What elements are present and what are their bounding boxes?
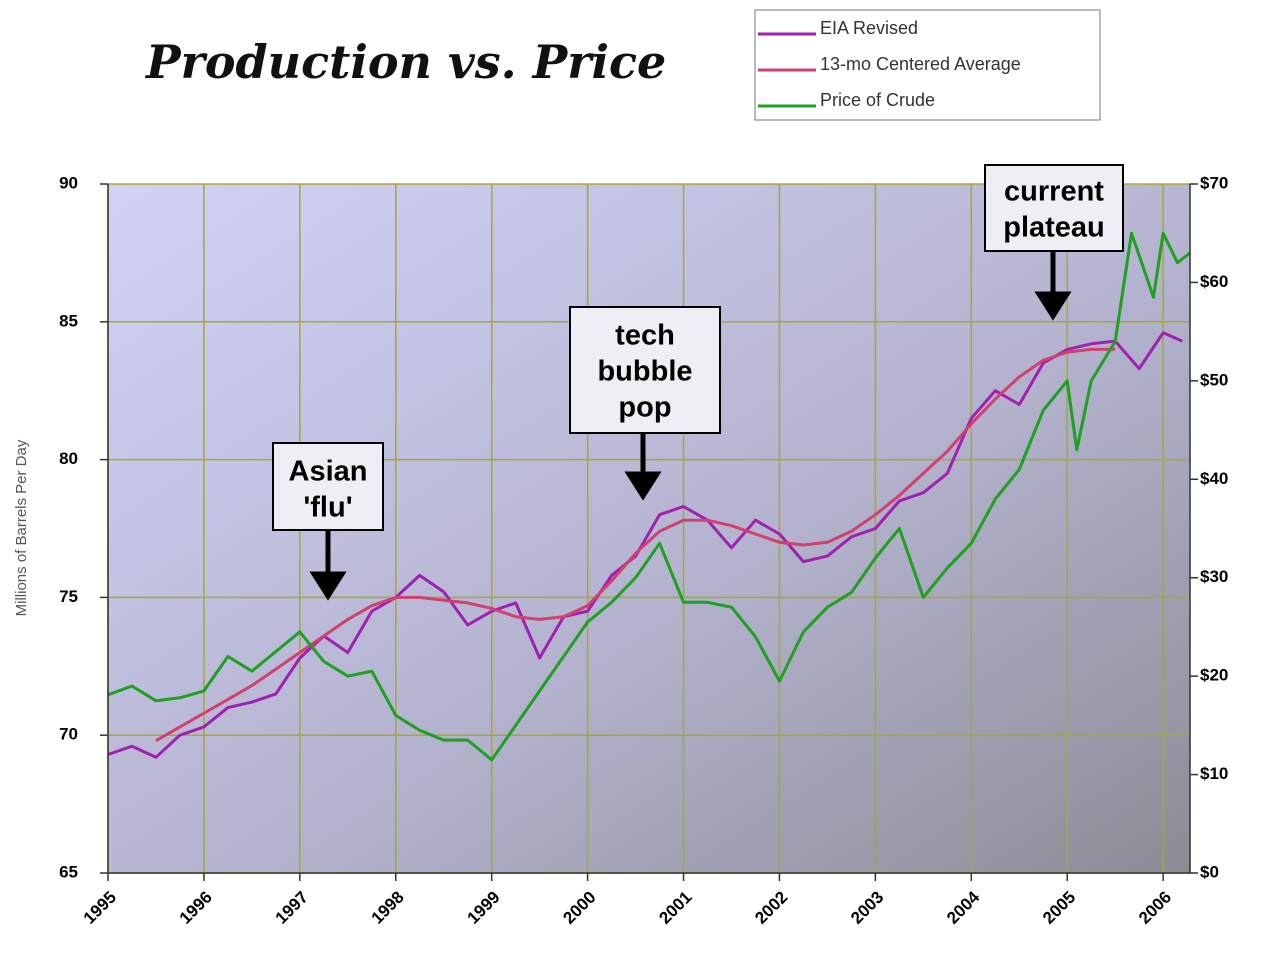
y2-tick-label: $40 [1200,469,1228,488]
y-axis-label: Millions of Barrels Per Day [13,439,30,616]
plot-background [108,184,1190,873]
x-tick-label: 2005 [1039,888,1079,928]
arrow-head [309,571,347,601]
chart-title: Production vs. Price [144,35,666,89]
y2-tick-label: $70 [1200,173,1228,192]
legend-label: 13-mo Centered Average [820,54,1021,74]
annotation-text: tech [615,320,675,352]
y-tick-label: 80 [59,449,78,468]
annotation-text: 'flu' [303,492,352,524]
arrow-head [624,471,662,501]
x-tick-label: 1997 [272,888,312,928]
series-line [107,231,1191,762]
series-line [107,331,1183,759]
y2-tick-label: $60 [1200,272,1228,291]
x-tick-label: 2002 [751,888,791,928]
x-tick-label: 2004 [943,887,984,928]
annotation-text: Asian [289,456,368,488]
annotations: Asian 'flu' tech bubble pop current plateau [272,164,1124,601]
x-tick-label: 2000 [559,888,599,928]
annotation-text: pop [618,392,671,424]
y-tick-label: 90 [59,173,78,192]
legend-label: EIA Revised [820,18,918,38]
x-tick-label: 1995 [80,888,120,928]
y-tick-label: 70 [59,725,78,744]
y2-tick-label: $0 [1200,862,1219,881]
annotation-text: bubble [597,356,692,388]
annotation-box [272,442,384,531]
legend-label: Price of Crude [820,90,935,110]
x-tick-label: 2003 [847,888,887,928]
x-tick-label: 2001 [655,888,695,928]
series-line [155,347,1116,742]
y2-tick-label: $50 [1200,370,1228,389]
annotation-box [984,164,1124,252]
y2-tick-label: $20 [1200,666,1228,685]
arrows [309,251,1072,601]
x-tick-label: 1998 [368,888,408,928]
y2-tick-label: $30 [1200,567,1228,586]
x-tick-label: 2006 [1135,888,1175,928]
annotation-text: current [1004,176,1104,208]
annotation-text: plateau [1003,212,1105,244]
legend: EIA Revised 13-mo Centered Average Price o… [758,18,1021,110]
y2-tick-label: $10 [1200,764,1228,783]
y-tick-label: 65 [59,862,78,881]
x-tick-label: 1996 [176,888,216,928]
y-tick-label: 75 [59,587,78,606]
x-tick-label: 1999 [464,888,504,928]
arrow-head [1034,291,1072,321]
y-tick-label: 85 [59,311,78,330]
annotation-box [569,306,721,434]
lines [107,231,1191,762]
legend-box [754,9,1101,121]
